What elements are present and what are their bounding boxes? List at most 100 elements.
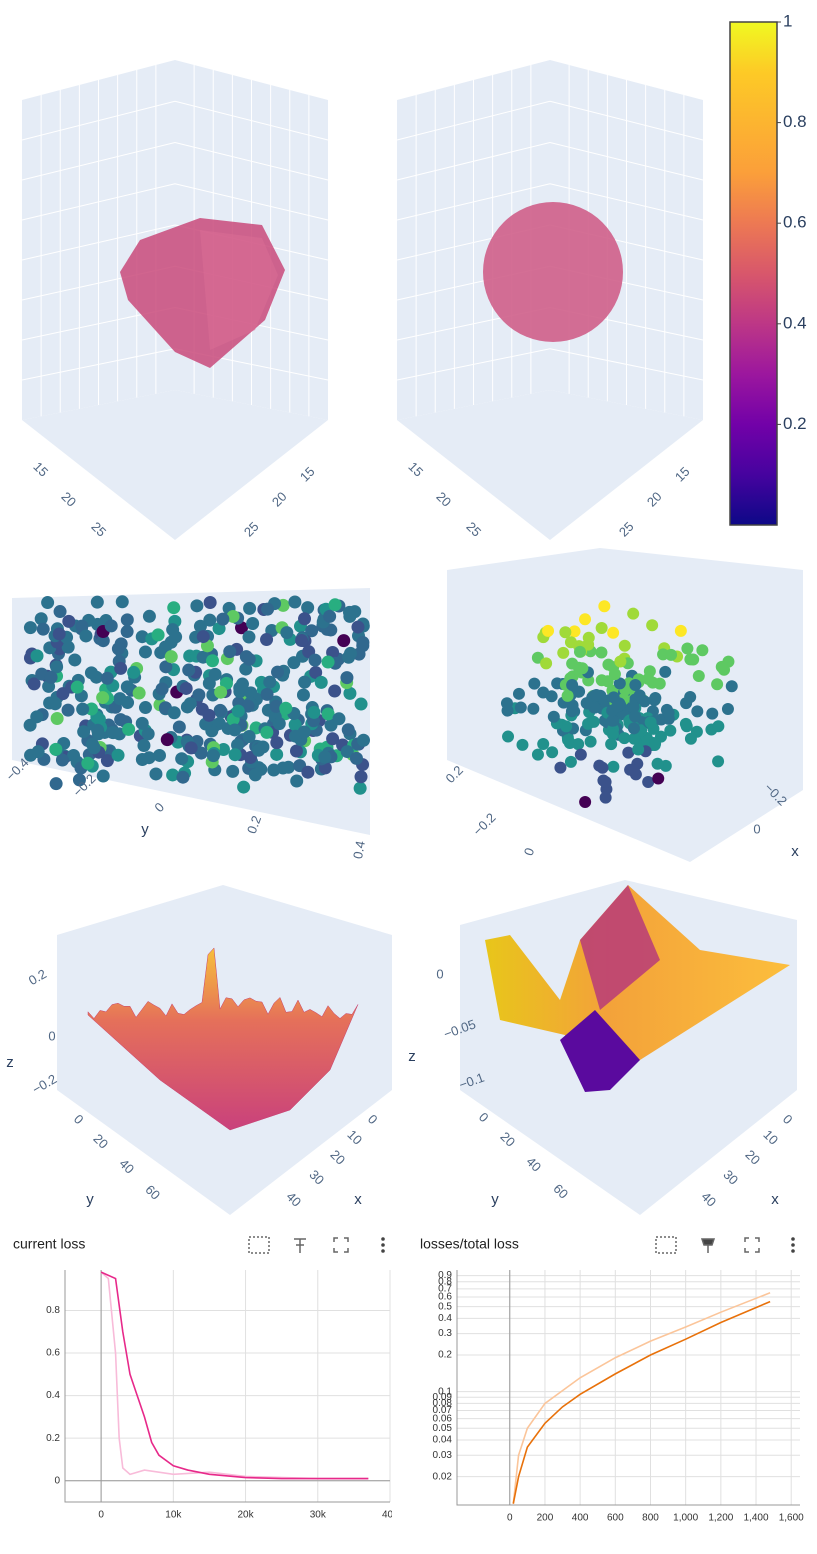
- scatter-dot: [512, 687, 525, 700]
- pin-icon[interactable]: [700, 1238, 716, 1253]
- scatter-dot: [120, 625, 134, 639]
- scatter-dot: [627, 722, 640, 735]
- scatter-dot: [182, 663, 196, 677]
- axis-tick-label: 15: [672, 464, 693, 485]
- scatter-dot: [75, 619, 89, 633]
- axis-tick-label: 0: [780, 1111, 796, 1127]
- scatter-dot: [27, 677, 41, 691]
- scatter-dot: [627, 701, 640, 714]
- scatter-dot: [196, 630, 210, 644]
- scatter-dot: [216, 612, 230, 626]
- scatter-dot: [114, 661, 128, 675]
- axis-tick-label: 20: [90, 1131, 111, 1152]
- scatter-dot: [184, 741, 198, 755]
- scatter-dot: [190, 599, 204, 613]
- axis-title: x: [771, 1191, 779, 1208]
- scatter-dot: [349, 751, 363, 765]
- colorbar-tick-label: 1: [783, 11, 792, 30]
- scatter-dot: [540, 657, 553, 670]
- y-tick-label: 0.2: [46, 1433, 60, 1444]
- scatter-dot: [104, 619, 118, 633]
- scatter-dot: [653, 677, 666, 690]
- scatter-dot: [598, 600, 611, 613]
- x-tick-label: 1,000: [673, 1513, 698, 1524]
- scatter-dot: [664, 724, 677, 737]
- toolbar[interactable]: [248, 1236, 795, 1254]
- scatter-dot: [691, 705, 704, 718]
- scatter-dot: [271, 665, 285, 679]
- scatter-dot: [260, 687, 274, 701]
- scatter-dot: [644, 716, 657, 729]
- scatter-dot: [137, 738, 151, 752]
- scatter-dot: [269, 699, 283, 713]
- scatter-dot: [613, 677, 626, 690]
- x-tick-label: 0: [98, 1510, 104, 1521]
- scatter-dot: [706, 707, 719, 720]
- scatter-dot: [76, 702, 90, 716]
- fullscreen-icon[interactable]: [744, 1237, 760, 1253]
- scatter-dot: [87, 741, 101, 755]
- scatter-dot: [562, 733, 575, 746]
- sphere-shape: [483, 202, 623, 342]
- menu-icon[interactable]: [381, 1237, 385, 1253]
- scatter-dot: [72, 773, 86, 787]
- scatter-dot: [321, 707, 335, 721]
- scatter-dot: [607, 691, 620, 704]
- select-icon[interactable]: [655, 1236, 677, 1254]
- scatter-dot: [36, 622, 50, 636]
- scatter-dot: [166, 768, 180, 782]
- axis-tick-label: 0: [48, 1028, 55, 1043]
- scatter-dot: [642, 672, 655, 685]
- scatter-dot: [721, 703, 734, 716]
- scatter-dot: [572, 738, 585, 751]
- axis-tick-label: 40: [116, 1156, 137, 1177]
- scatter-dot: [228, 723, 242, 737]
- scatter-dot: [642, 775, 655, 788]
- x-tick-label: 1,200: [708, 1513, 733, 1524]
- scatter-dot: [70, 680, 84, 694]
- scatter-dot: [84, 666, 98, 680]
- scatter-dot: [531, 748, 544, 761]
- chart-title: current loss: [13, 1236, 85, 1252]
- plot-frame: [64, 1270, 390, 1503]
- scatter-dot: [30, 649, 44, 663]
- axis-tick-label: 0.2: [26, 966, 49, 988]
- scatter-dot: [296, 688, 310, 702]
- scatter-dot: [142, 751, 156, 765]
- scatter-dot: [260, 633, 274, 647]
- pin-icon[interactable]: [294, 1238, 306, 1253]
- axis-tick-label: 10: [344, 1127, 365, 1148]
- axis-tick-label: 30: [720, 1167, 741, 1188]
- scatter-dot: [307, 705, 321, 719]
- axis-tick-label: 0: [151, 799, 167, 815]
- scatter-dot: [44, 670, 58, 684]
- menu-icon[interactable]: [791, 1237, 795, 1253]
- fullscreen-icon[interactable]: [333, 1237, 349, 1253]
- scatter-dot: [628, 732, 641, 745]
- scatter-dot: [712, 720, 725, 733]
- scatter-dot: [243, 601, 257, 615]
- scatter-dot: [323, 609, 337, 623]
- axis-tick-label: 60: [550, 1181, 571, 1202]
- scatter-dot: [100, 754, 114, 768]
- scatter-dot: [309, 665, 323, 679]
- axis-tick-label: −0.2: [470, 810, 499, 839]
- scatter-dot: [576, 662, 589, 675]
- axis-tick-label: 0: [476, 1109, 492, 1125]
- scatter-dot: [49, 742, 63, 756]
- chart-title: losses/total loss: [420, 1236, 519, 1252]
- scatter-dot: [141, 727, 155, 741]
- select-icon[interactable]: [248, 1236, 270, 1254]
- scatter-dot: [554, 761, 567, 774]
- scatter-dot: [142, 609, 156, 623]
- scatter-dot: [566, 678, 579, 691]
- scatter-dot: [120, 680, 134, 694]
- scatter-dot: [138, 701, 152, 715]
- scatter-dot: [202, 708, 216, 722]
- scatter-dot: [659, 665, 672, 678]
- scatter-dot: [55, 753, 69, 767]
- axis-tick-label: 20: [269, 489, 290, 510]
- scatter-dot: [241, 699, 255, 713]
- y-tick-label: 0.04: [433, 1435, 453, 1446]
- scatter-dot: [607, 760, 620, 773]
